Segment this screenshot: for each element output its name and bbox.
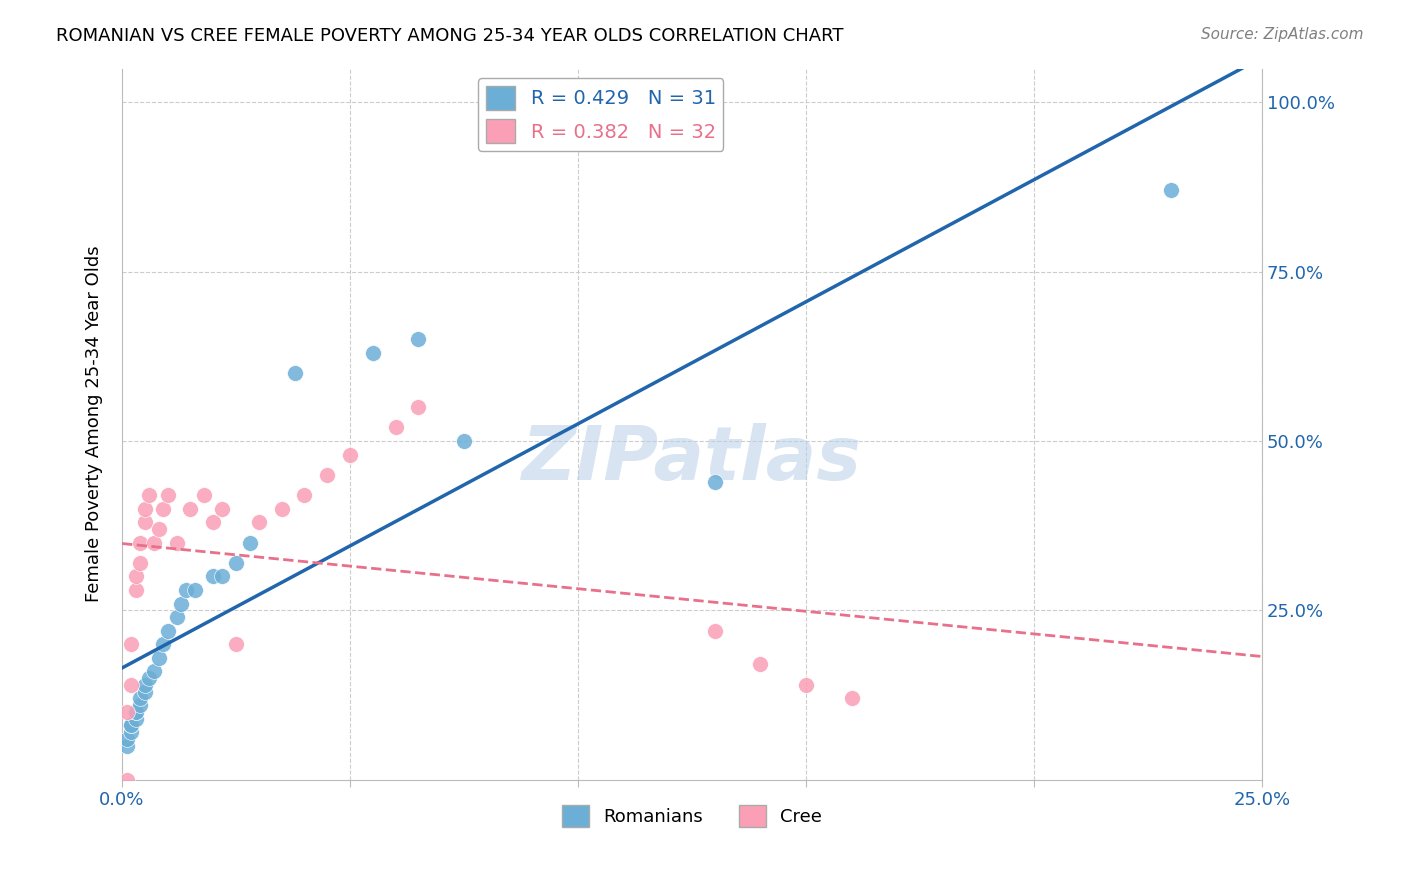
Text: ZIPatlas: ZIPatlas	[522, 423, 862, 496]
Point	[120, 637, 142, 651]
Point	[166, 535, 188, 549]
Point	[841, 691, 863, 706]
Point	[361, 346, 384, 360]
Point	[129, 535, 152, 549]
Point	[125, 705, 148, 719]
Point	[316, 467, 339, 482]
Text: ROMANIAN VS CREE FEMALE POVERTY AMONG 25-34 YEAR OLDS CORRELATION CHART: ROMANIAN VS CREE FEMALE POVERTY AMONG 25…	[56, 27, 844, 45]
Point	[125, 705, 148, 719]
Point	[703, 475, 725, 489]
Point	[129, 556, 152, 570]
Point	[794, 678, 817, 692]
Point	[125, 569, 148, 583]
Point	[115, 705, 138, 719]
Point	[148, 650, 170, 665]
Point	[184, 582, 207, 597]
Point	[152, 501, 174, 516]
Point	[148, 522, 170, 536]
Point	[211, 501, 233, 516]
Point	[225, 637, 247, 651]
Point	[125, 712, 148, 726]
Point	[120, 718, 142, 732]
Point	[408, 400, 430, 414]
Point	[134, 684, 156, 698]
Point	[120, 725, 142, 739]
Point	[134, 515, 156, 529]
Point	[120, 718, 142, 732]
Point	[138, 488, 160, 502]
Text: Source: ZipAtlas.com: Source: ZipAtlas.com	[1201, 27, 1364, 42]
Point	[225, 556, 247, 570]
Point	[134, 501, 156, 516]
Point	[174, 582, 197, 597]
Point	[138, 671, 160, 685]
Point	[166, 610, 188, 624]
Point	[247, 515, 270, 529]
Point	[120, 678, 142, 692]
Point	[202, 515, 225, 529]
Point	[129, 691, 152, 706]
Point	[294, 488, 316, 502]
Point	[129, 698, 152, 712]
Point	[270, 501, 292, 516]
Legend: Romanians, Cree: Romanians, Cree	[554, 798, 830, 835]
Point	[211, 569, 233, 583]
Point	[384, 420, 406, 434]
Point	[453, 434, 475, 448]
Point	[408, 333, 430, 347]
Point	[125, 582, 148, 597]
Point	[143, 665, 166, 679]
Y-axis label: Female Poverty Among 25-34 Year Olds: Female Poverty Among 25-34 Year Olds	[86, 246, 103, 602]
Point	[156, 624, 179, 638]
Point	[134, 678, 156, 692]
Point	[339, 448, 361, 462]
Point	[170, 597, 193, 611]
Point	[193, 488, 215, 502]
Point	[152, 637, 174, 651]
Point	[179, 501, 201, 516]
Point	[703, 624, 725, 638]
Point	[115, 739, 138, 753]
Point	[115, 772, 138, 787]
Point	[1160, 183, 1182, 197]
Point	[143, 535, 166, 549]
Point	[239, 535, 262, 549]
Point	[115, 731, 138, 746]
Point	[202, 569, 225, 583]
Point	[284, 366, 307, 380]
Point	[749, 657, 772, 672]
Point	[156, 488, 179, 502]
